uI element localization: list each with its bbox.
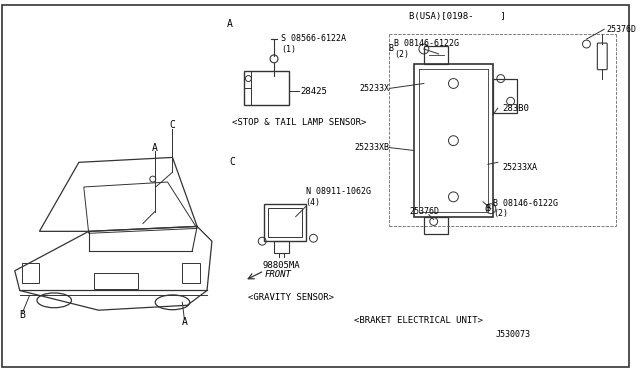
- Bar: [244, 71, 289, 105]
- Text: B(USA)[0198-     ]: B(USA)[0198- ]: [409, 12, 506, 21]
- Bar: [414, 64, 493, 217]
- Bar: [182, 263, 200, 283]
- Text: <STOP & TAIL LAMP SENSOR>: <STOP & TAIL LAMP SENSOR>: [232, 118, 366, 128]
- Bar: [424, 46, 449, 64]
- Text: 98805MA: 98805MA: [262, 261, 300, 270]
- Text: C: C: [230, 157, 236, 167]
- Text: 25233XB: 25233XB: [355, 143, 389, 152]
- Text: A: A: [227, 19, 232, 29]
- Bar: [274, 241, 289, 253]
- Text: 25233XA: 25233XA: [502, 163, 538, 172]
- Bar: [268, 208, 301, 237]
- Text: B 08146-6122G
(2): B 08146-6122G (2): [493, 199, 558, 218]
- Text: B 08146-6122G
(2): B 08146-6122G (2): [394, 39, 460, 59]
- Text: B: B: [485, 204, 490, 213]
- Text: B: B: [20, 310, 26, 320]
- Text: N 08911-1062G
(4): N 08911-1062G (4): [305, 187, 371, 206]
- FancyBboxPatch shape: [597, 43, 607, 70]
- Bar: [493, 78, 518, 113]
- Text: 25376D: 25376D: [409, 207, 439, 216]
- Text: FRONT: FRONT: [264, 270, 291, 279]
- Text: 28425: 28425: [301, 87, 328, 96]
- Text: J530073: J530073: [495, 330, 530, 339]
- Text: 283B0: 283B0: [502, 104, 529, 113]
- Text: A: A: [152, 142, 157, 153]
- Bar: [93, 273, 138, 289]
- Text: 25376D: 25376D: [606, 25, 636, 34]
- Text: C: C: [170, 120, 175, 130]
- Text: <GRAVITY SENSOR>: <GRAVITY SENSOR>: [248, 293, 334, 302]
- Bar: [424, 217, 449, 234]
- Text: S 08566-6122A
(1): S 08566-6122A (1): [281, 34, 346, 54]
- Text: <BRAKET ELECTRICAL UNIT>: <BRAKET ELECTRICAL UNIT>: [355, 315, 483, 324]
- Bar: [22, 263, 40, 283]
- Text: B: B: [388, 45, 394, 54]
- Bar: [264, 204, 305, 241]
- Text: A: A: [181, 317, 188, 327]
- Text: 25233X: 25233X: [359, 84, 389, 93]
